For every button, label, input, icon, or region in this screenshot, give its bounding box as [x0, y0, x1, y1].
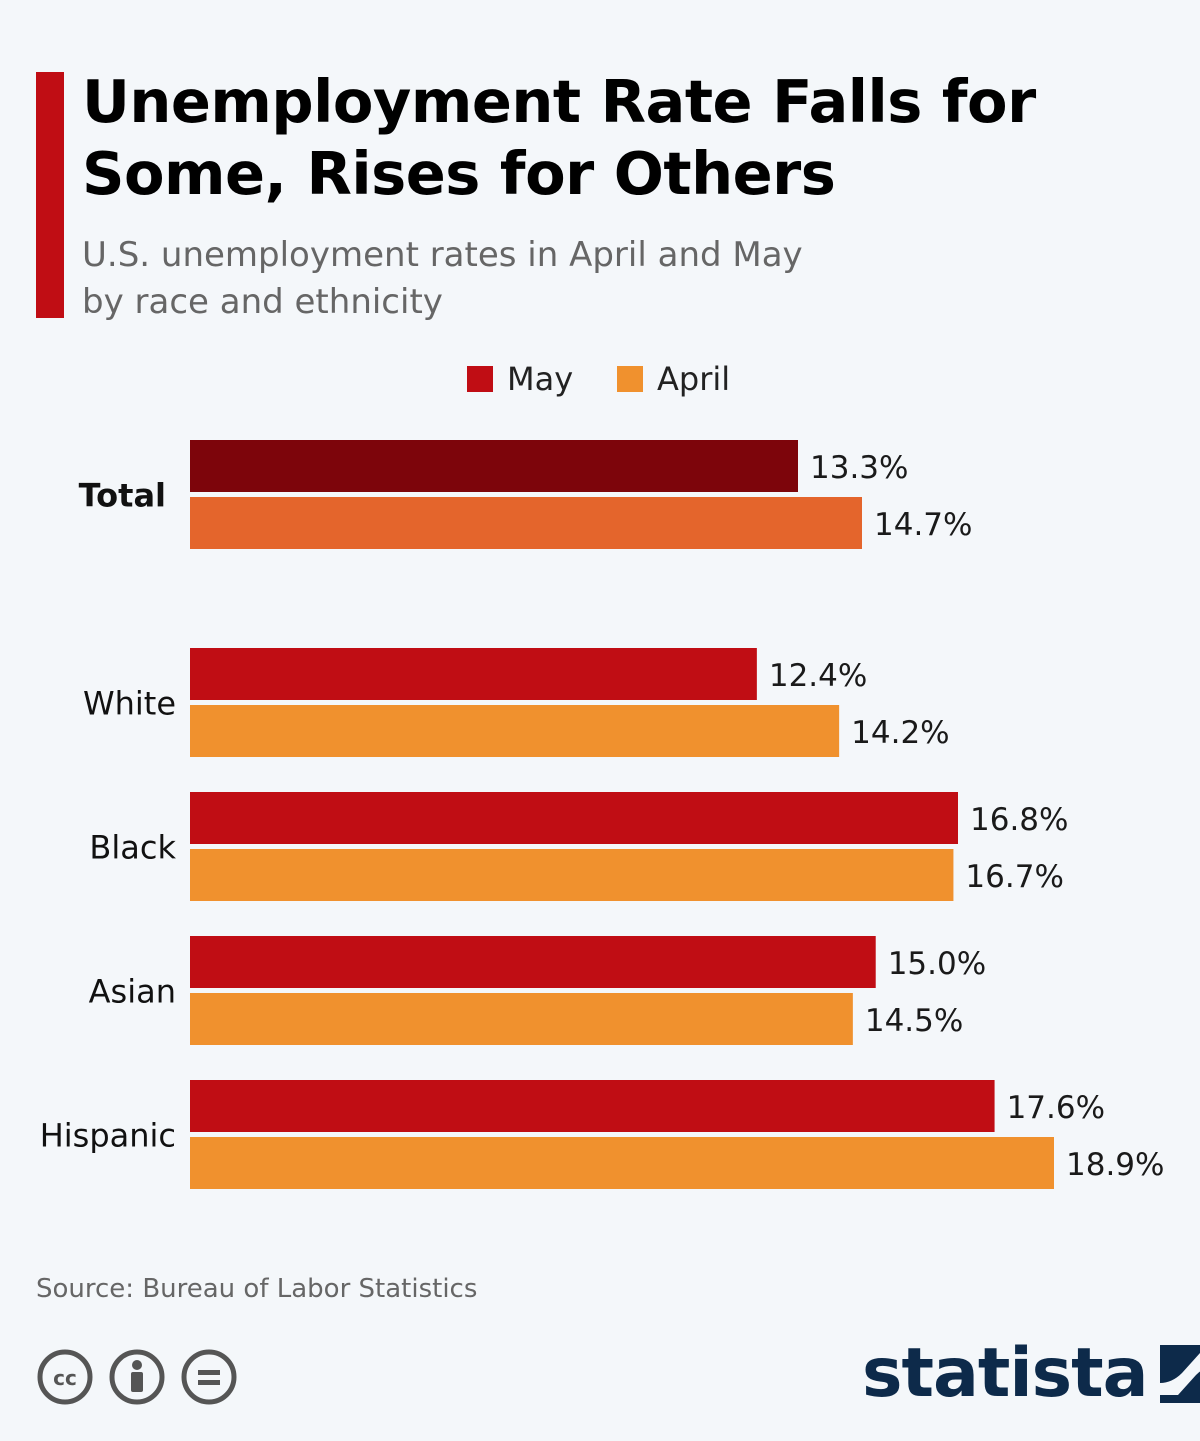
source-note: Source: Bureau of Labor Statistics: [36, 1274, 478, 1304]
category-label-asian: Asian: [89, 973, 176, 1011]
subtitle-line-1: U.S. unemployment rates in April and May: [82, 235, 803, 275]
bar-april-white[interactable]: [190, 705, 840, 757]
value-label-may-black: 16.8%: [970, 802, 1068, 838]
license-icons: cc: [36, 1348, 252, 1406]
svg-text:cc: cc: [53, 1366, 77, 1390]
value-label-april-total: 14.7%: [874, 507, 972, 543]
value-label-may-total: 13.3%: [810, 450, 908, 486]
attribution-icon[interactable]: [108, 1348, 166, 1406]
chart-subtitle: U.S. unemployment rates in April and May…: [82, 232, 982, 326]
legend-label-april: April: [657, 360, 731, 398]
bar-may-asian[interactable]: [190, 936, 876, 988]
legend: May April: [0, 360, 1200, 400]
category-label-total: Total: [79, 477, 166, 515]
subtitle-line-2: by race and ethnicity: [82, 282, 443, 322]
chart-title: Unemployment Rate Falls for Some, Rises …: [82, 67, 1036, 208]
bar-may-total[interactable]: [190, 440, 798, 492]
statista-brand[interactable]: statista: [862, 1334, 1200, 1413]
bar-chart: Total 13.3% 14.7% White 12.4% 14.2% Black 16.8%…: [40, 440, 1164, 1189]
category-label-black: Black: [89, 829, 176, 867]
bar-may-hispanic[interactable]: [190, 1080, 995, 1132]
value-label-april-hispanic: 18.9%: [1066, 1147, 1164, 1183]
category-label-hispanic: Hispanic: [40, 1117, 176, 1155]
no-derivatives-icon[interactable]: [180, 1348, 238, 1406]
value-label-may-hispanic: 17.6%: [1007, 1090, 1105, 1126]
legend-swatch-april: [617, 366, 643, 392]
bar-april-asian[interactable]: [190, 993, 853, 1045]
value-label-may-asian: 15.0%: [888, 946, 986, 982]
legend-swatch-may: [467, 366, 493, 392]
bar-april-black[interactable]: [190, 849, 954, 901]
bar-may-white[interactable]: [190, 648, 757, 700]
title-accent-bar: [36, 72, 64, 318]
value-label-may-white: 12.4%: [769, 658, 867, 694]
legend-label-may: May: [507, 360, 574, 398]
value-label-april-black: 16.7%: [965, 859, 1063, 895]
bar-may-black[interactable]: [190, 792, 958, 844]
statista-wordmark: statista: [862, 1334, 1149, 1413]
value-label-april-asian: 14.5%: [865, 1003, 963, 1039]
statista-logo-icon: [1159, 1344, 1200, 1403]
value-label-april-white: 14.2%: [851, 715, 949, 751]
legend-item-april[interactable]: April: [617, 360, 730, 398]
bar-april-hispanic[interactable]: [190, 1137, 1054, 1189]
cc-icon[interactable]: cc: [36, 1348, 94, 1406]
category-label-white: White: [83, 685, 176, 723]
legend-item-may[interactable]: May: [467, 360, 573, 398]
bar-april-total[interactable]: [190, 497, 862, 549]
